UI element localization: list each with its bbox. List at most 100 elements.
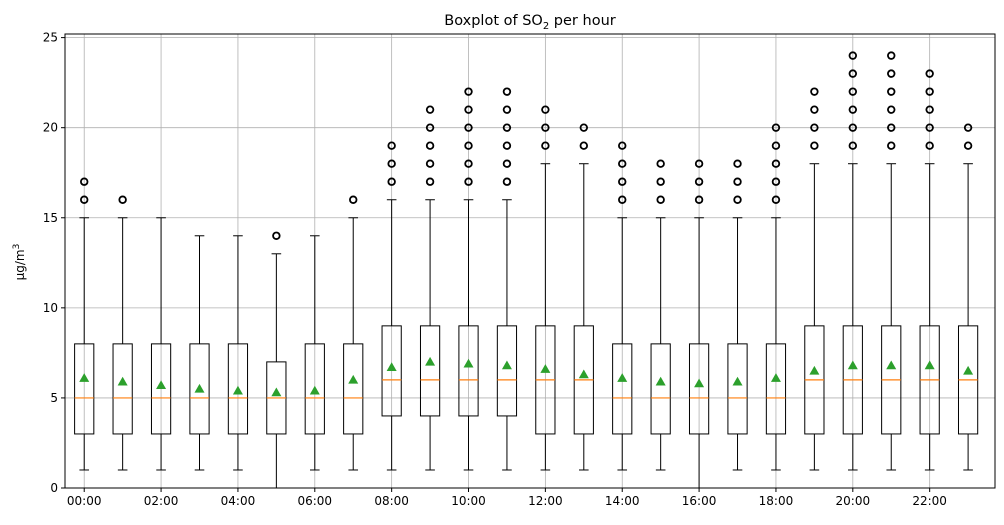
- box-1300: [573, 123, 594, 471]
- x-tick-label: 22:00: [912, 494, 947, 508]
- x-tick-label: 12:00: [528, 494, 563, 508]
- flier-point: [541, 105, 550, 114]
- iqr-box: [189, 343, 210, 435]
- iqr-box: [727, 343, 748, 435]
- box-1600: [688, 159, 710, 489]
- flier-point: [810, 105, 819, 114]
- flier-point: [618, 141, 627, 150]
- flier-point: [618, 195, 627, 204]
- flier-point: [80, 195, 89, 204]
- flier-point: [464, 159, 473, 168]
- title-subscript: 2: [543, 21, 549, 32]
- iqr-box: [112, 343, 133, 435]
- x-tick-label: 18:00: [759, 494, 794, 508]
- iqr-box: [458, 325, 479, 417]
- iqr-box: [74, 343, 95, 435]
- flier-point: [502, 177, 512, 186]
- box-0000: [74, 177, 95, 471]
- x-tick-label: 00:00: [67, 494, 102, 508]
- mean-marker: [924, 360, 935, 370]
- flier-point: [464, 141, 473, 150]
- box-0100: [112, 195, 133, 471]
- box-2300: [957, 123, 979, 471]
- mean-marker: [386, 362, 397, 372]
- flier-point: [810, 123, 819, 132]
- flier-point: [349, 195, 358, 204]
- mean-marker: [117, 376, 128, 386]
- iqr-box: [419, 325, 441, 417]
- ylabel-superscript: 3: [12, 244, 22, 250]
- y-tick-label: 5: [50, 391, 58, 405]
- flier-point: [387, 177, 396, 186]
- mean-marker: [156, 380, 167, 390]
- flier-point: [272, 231, 281, 240]
- flier-point: [925, 141, 934, 150]
- box-0200: [150, 217, 172, 471]
- box-2000: [842, 51, 863, 471]
- flier-point: [848, 141, 858, 150]
- flier-point: [502, 87, 512, 96]
- mean-marker: [540, 364, 551, 373]
- iqr-box: [496, 325, 518, 417]
- flier-point: [848, 87, 858, 96]
- x-tick-label: 04:00: [221, 494, 256, 508]
- flier-point: [771, 177, 781, 186]
- flier-point: [887, 69, 896, 78]
- flier-point: [80, 177, 89, 186]
- box-0500: [266, 231, 287, 489]
- iqr-box: [227, 343, 249, 435]
- mean-marker: [847, 360, 858, 370]
- flier-point: [887, 105, 896, 114]
- iqr-box: [612, 343, 633, 435]
- box-1800: [765, 123, 787, 471]
- flier-point: [656, 159, 665, 168]
- flier-point: [848, 105, 858, 114]
- box-0300: [189, 235, 210, 471]
- flier-point: [733, 195, 742, 204]
- box-0900: [419, 105, 441, 471]
- flier-point: [387, 159, 396, 168]
- mean-marker: [963, 365, 974, 375]
- flier-point: [887, 141, 896, 150]
- flier-point: [733, 177, 742, 186]
- iqr-box: [765, 343, 787, 435]
- mean-marker: [425, 356, 436, 366]
- mean-marker: [886, 360, 897, 370]
- box-1400: [612, 141, 633, 471]
- y-tick-label: 20: [43, 121, 58, 135]
- mean-marker: [271, 387, 282, 397]
- x-tick-label: 10:00: [451, 494, 486, 508]
- flier-point: [925, 87, 934, 96]
- box-0800: [381, 141, 402, 471]
- ylabel-main: µg/m: [13, 249, 27, 280]
- mean-marker: [732, 376, 743, 386]
- flier-point: [425, 177, 435, 186]
- iqr-box: [688, 343, 710, 435]
- flier-point: [502, 141, 512, 150]
- mean-marker: [655, 376, 666, 386]
- axes: 0 5 10 15 20 25 00:00 02:00 04:00 06:00 08:00 10:00…: [43, 31, 947, 508]
- x-tick-label: 14:00: [605, 494, 640, 508]
- x-tick-label: 06:00: [297, 494, 332, 508]
- flier-point: [887, 51, 896, 60]
- flier-point: [656, 195, 665, 204]
- box-0600: [304, 235, 325, 471]
- flier-point: [118, 195, 127, 204]
- mean-marker: [79, 373, 90, 382]
- box-0400: [227, 235, 249, 471]
- mean-marker: [770, 373, 781, 382]
- mean-marker: [617, 373, 628, 382]
- y-tick-label: 15: [43, 211, 58, 225]
- flier-point: [541, 123, 550, 132]
- box-0700: [343, 195, 364, 471]
- mean-marker: [463, 358, 474, 368]
- flier-point: [464, 177, 473, 186]
- mean-marker: [348, 374, 359, 384]
- flier-point: [425, 105, 435, 114]
- box-1000: [458, 87, 479, 471]
- chart-title: Boxplot of SO2 per hour: [444, 13, 615, 32]
- flier-point: [733, 159, 742, 168]
- flier-point: [425, 141, 435, 150]
- flier-point: [887, 87, 896, 96]
- flier-point: [656, 177, 665, 186]
